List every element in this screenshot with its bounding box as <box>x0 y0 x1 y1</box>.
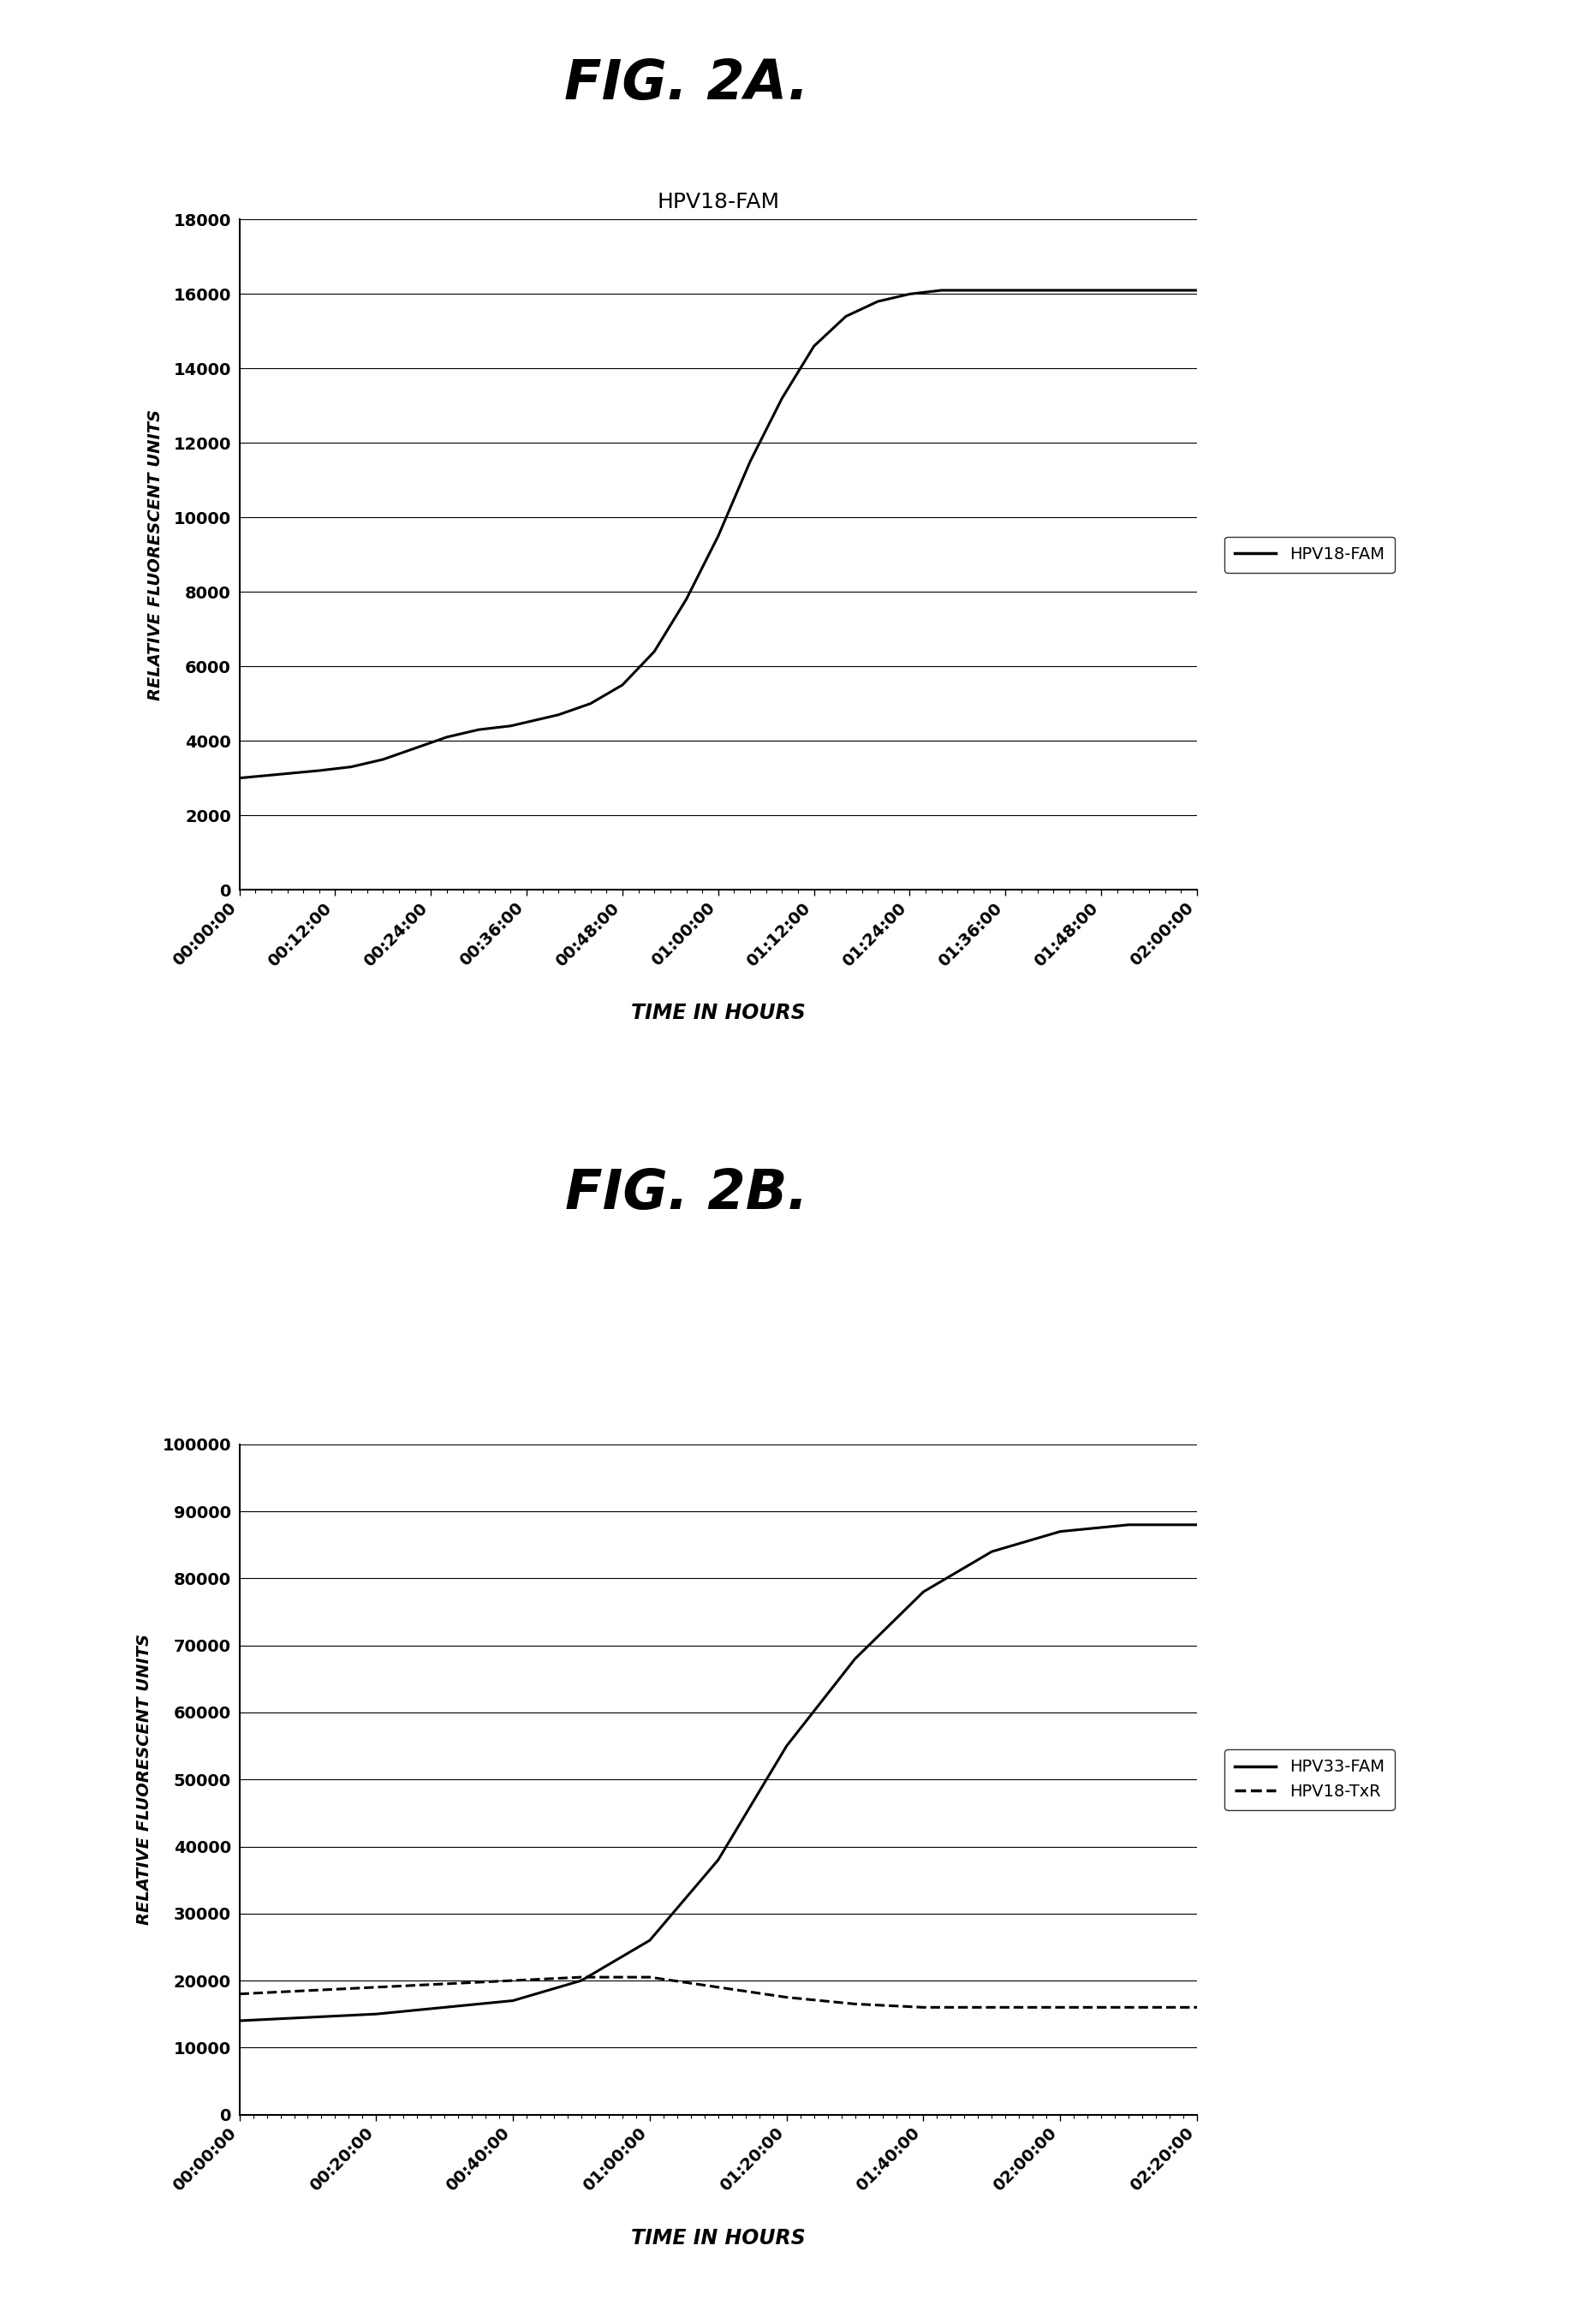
Text: FIG. 2B.: FIG. 2B. <box>565 1167 808 1220</box>
Legend: HPV18-FAM: HPV18-FAM <box>1224 536 1395 573</box>
X-axis label: TIME IN HOURS: TIME IN HOURS <box>630 2228 806 2249</box>
Text: FIG. 2A.: FIG. 2A. <box>563 58 809 111</box>
Y-axis label: RELATIVE FLUORESCENT UNITS: RELATIVE FLUORESCENT UNITS <box>147 409 164 700</box>
Y-axis label: RELATIVE FLUORESCENT UNITS: RELATIVE FLUORESCENT UNITS <box>136 1634 153 1925</box>
X-axis label: TIME IN HOURS: TIME IN HOURS <box>630 1003 806 1024</box>
Legend: HPV33-FAM, HPV18-TxR: HPV33-FAM, HPV18-TxR <box>1224 1749 1395 1810</box>
Title: HPV18-FAM: HPV18-FAM <box>658 192 779 213</box>
